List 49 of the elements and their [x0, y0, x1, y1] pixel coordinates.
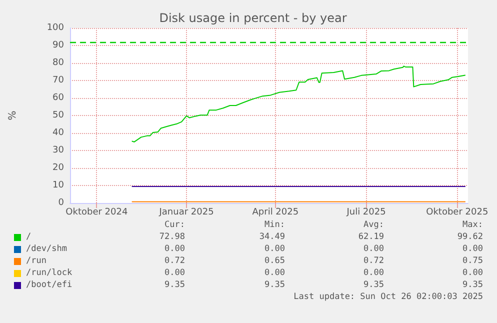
- legend-label: /: [26, 232, 32, 242]
- legend-label: /run/lock: [26, 268, 72, 278]
- text: 0.00: [362, 268, 384, 278]
- text: 0.72: [164, 256, 185, 266]
- x-tick-label: Januar 2025: [158, 208, 214, 218]
- y-axis-title: %: [8, 110, 18, 120]
- text: 0.65: [264, 256, 285, 266]
- x-tick-label: April 2025: [252, 208, 299, 218]
- y-tick-label: 50: [52, 110, 64, 120]
- chart-title: Disk usage in percent - by year: [159, 11, 347, 25]
- y-tick-label: 0: [58, 198, 64, 208]
- line-series: [132, 66, 466, 142]
- y-tick-label: 100: [46, 23, 64, 33]
- x-tick-label: Juli 2025: [346, 208, 386, 218]
- y-tick-label: 10: [52, 180, 64, 190]
- y-tick-label: 90: [52, 40, 64, 50]
- y-tick-label: 20: [52, 163, 64, 173]
- text: Last update: Sun Oct 26 02:00:03 2025: [294, 292, 483, 302]
- text: 0.00: [462, 268, 483, 278]
- text: 0.00: [164, 268, 185, 278]
- text: 0.72: [362, 256, 384, 266]
- text: 0.75: [462, 256, 483, 266]
- text: 99.62: [456, 232, 483, 242]
- text: 0.00: [264, 268, 285, 278]
- text: Avg:: [362, 220, 384, 230]
- legend-label: /boot/efi: [26, 280, 72, 290]
- text: 0.00: [362, 244, 384, 254]
- text: 72.98: [158, 232, 185, 242]
- y-tick-label: 40: [52, 128, 64, 138]
- text: 0.00: [462, 244, 483, 254]
- text: 0.00: [264, 244, 285, 254]
- x-tick-label: Oktober 2024: [66, 208, 128, 218]
- text: 9.35: [362, 280, 384, 290]
- text: 0.00: [164, 244, 185, 254]
- legend-label: /run: [26, 256, 46, 266]
- text: 9.35: [264, 280, 285, 290]
- text: Max:: [462, 220, 483, 230]
- text: 9.35: [164, 280, 185, 290]
- text: 34.49: [258, 232, 285, 242]
- text: 9.35: [462, 280, 483, 290]
- legend-label: /dev/shm: [26, 244, 67, 254]
- x-tick-label: Oktober 2025: [426, 208, 488, 218]
- y-tick-label: 30: [52, 146, 64, 156]
- text: Cur:: [164, 220, 185, 230]
- text: 62.19: [357, 232, 384, 242]
- y-tick-label: 80: [52, 58, 64, 68]
- text: Min:: [264, 220, 285, 230]
- y-tick-label: 70: [52, 76, 64, 86]
- y-tick-label: 60: [52, 93, 64, 103]
